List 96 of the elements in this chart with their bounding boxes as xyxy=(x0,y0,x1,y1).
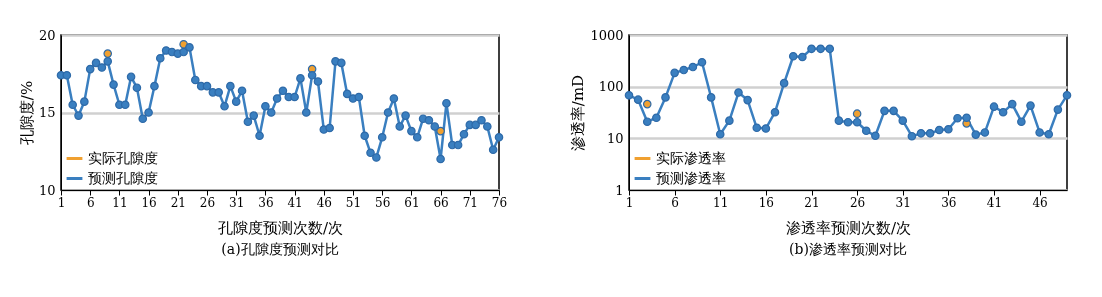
point xyxy=(761,124,771,133)
x-tick-label: 16 xyxy=(141,195,157,210)
y-tick-label: 1 xyxy=(615,182,624,198)
x-axis-title: 渗透率预测次数/次 xyxy=(785,218,912,237)
point xyxy=(624,91,634,100)
point xyxy=(752,123,762,133)
point xyxy=(925,129,935,138)
x-tick-label: 76 xyxy=(491,195,508,210)
point xyxy=(980,128,990,137)
legend-label: 预测渗透率 xyxy=(656,169,726,186)
x-tick-label: 21 xyxy=(804,195,820,210)
point xyxy=(825,44,835,54)
point xyxy=(770,107,780,117)
point xyxy=(816,44,825,54)
point xyxy=(715,129,725,139)
x-tick-label: 66 xyxy=(433,195,449,210)
y-tick-label: 10 xyxy=(38,182,56,198)
point xyxy=(697,57,707,67)
point xyxy=(1017,117,1026,126)
point xyxy=(642,117,652,126)
point xyxy=(998,107,1008,117)
point xyxy=(103,49,113,58)
y-axis-title: 孔隙度/% xyxy=(17,80,36,146)
point xyxy=(734,88,743,97)
text: (b)渗透率预测对比 xyxy=(789,241,907,257)
point xyxy=(706,93,716,102)
point xyxy=(852,117,862,127)
point xyxy=(916,129,926,138)
legend-label: 实际孔隙度 xyxy=(88,149,158,166)
y-tick-label: 10 xyxy=(606,130,624,146)
x-tick-label: 36 xyxy=(258,195,274,210)
x-tick-label: 31 xyxy=(895,195,911,210)
point xyxy=(934,125,944,135)
y-tick-label: 100 xyxy=(598,79,624,95)
point xyxy=(743,95,752,105)
point xyxy=(670,68,679,78)
x-tick-label: 21 xyxy=(170,195,186,210)
point xyxy=(953,113,962,123)
x-axis-title: 孔隙度预测次数/次 xyxy=(217,218,344,237)
point xyxy=(962,113,971,123)
point xyxy=(871,131,880,141)
x-tick-label: 6 xyxy=(671,195,679,210)
point xyxy=(861,126,871,136)
point xyxy=(679,65,689,75)
point xyxy=(880,106,889,116)
y-tick-label: 15 xyxy=(38,105,56,120)
point xyxy=(944,124,953,134)
legend-label: 实际渗透率 xyxy=(656,149,726,166)
point xyxy=(642,99,652,109)
x-tick-label: 1 xyxy=(625,195,634,210)
x-tick-label: 56 xyxy=(375,195,391,210)
x-tick-label: 61 xyxy=(404,195,420,210)
y-tick-label: 1000 xyxy=(590,27,624,43)
point xyxy=(898,116,908,125)
point xyxy=(889,106,898,116)
point xyxy=(834,116,844,125)
x-tick-label: 71 xyxy=(462,195,478,210)
x-tick-label: 11 xyxy=(112,195,128,210)
point xyxy=(843,117,853,127)
point xyxy=(807,44,816,54)
x-tick-label: 36 xyxy=(941,195,957,210)
point xyxy=(798,52,807,62)
x-tick-label: 1 xyxy=(57,195,66,210)
text: (a)孔隙度预测对比 xyxy=(221,241,339,257)
x-tick-label: 31 xyxy=(229,195,245,210)
point xyxy=(725,116,734,125)
point xyxy=(1044,129,1054,139)
point xyxy=(1062,91,1072,100)
point xyxy=(436,126,445,136)
point xyxy=(652,113,661,123)
point xyxy=(1035,128,1044,137)
x-tick-label: 46 xyxy=(1032,195,1048,210)
legend-label: 预测孔隙度 xyxy=(88,169,158,186)
x-tick-label: 16 xyxy=(758,195,775,210)
x-tick-label: 11 xyxy=(713,195,729,210)
y-tick-label: 20 xyxy=(38,27,56,43)
point xyxy=(1053,105,1063,114)
point xyxy=(661,93,670,102)
point xyxy=(907,131,917,141)
point xyxy=(779,78,789,88)
x-tick-label: 51 xyxy=(345,195,362,210)
x-tick-label: 46 xyxy=(316,195,332,210)
x-tick-label: 26 xyxy=(199,195,216,210)
x-tick-label: 26 xyxy=(849,195,866,210)
x-tick-label: 41 xyxy=(287,195,303,210)
point xyxy=(633,95,643,104)
point xyxy=(989,102,999,111)
y-axis-title: 渗透率/mD xyxy=(569,74,588,152)
point xyxy=(788,51,798,61)
point xyxy=(1007,99,1017,109)
x-tick-label: 41 xyxy=(986,195,1003,210)
point xyxy=(1026,101,1035,110)
point xyxy=(852,109,862,118)
point xyxy=(971,130,981,139)
point xyxy=(688,62,698,72)
x-tick-label: 6 xyxy=(86,195,95,210)
